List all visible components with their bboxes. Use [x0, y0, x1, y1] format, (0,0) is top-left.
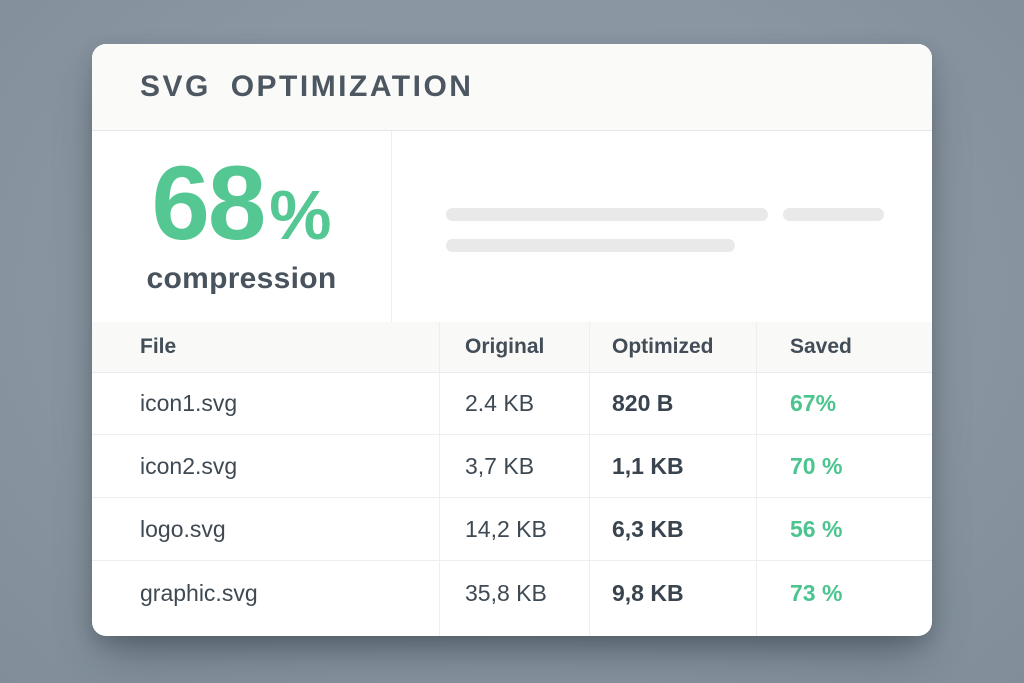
- compression-percentage-value: 68: [151, 145, 266, 263]
- card-header: SVG OPTIMIZATION: [92, 44, 932, 131]
- file-table: File Original Optimized Saved icon1.svg …: [92, 322, 932, 636]
- stats-strip: 68 % compression: [92, 131, 932, 322]
- skeleton-line-2: [446, 239, 932, 252]
- skeleton-bar-short: [783, 208, 884, 221]
- svg-optimization-card: SVG OPTIMIZATION 68 % compression File O…: [92, 44, 932, 636]
- table-row-optimized-size: 9,8 KB: [590, 561, 757, 636]
- column-header-saved: Saved: [757, 322, 932, 373]
- table-row-file-name: icon2.svg: [92, 435, 440, 498]
- table-row-file-name: icon1.svg: [92, 373, 440, 435]
- column-header-original: Original: [440, 322, 590, 373]
- stat-detail-panel: [392, 131, 932, 322]
- table-row-original-size: 2.4 KB: [440, 373, 590, 435]
- table-row-original-size: 3,7 KB: [440, 435, 590, 498]
- compression-stat-value-row: 68 %: [151, 145, 332, 263]
- table-row-file-name: graphic.svg: [92, 561, 440, 636]
- table-row-saved-percent: 67%: [757, 373, 932, 435]
- compression-stat-panel: 68 % compression: [92, 131, 392, 322]
- table-row-optimized-size: 1,1 KB: [590, 435, 757, 498]
- table-row-original-size: 35,8 KB: [440, 561, 590, 636]
- table-row-saved-percent: 73 %: [790, 579, 843, 606]
- column-header-file: File: [92, 322, 440, 373]
- table-row-optimized-size: 6,3 KB: [590, 498, 757, 561]
- table-row-saved-percent: 56 %: [757, 498, 932, 561]
- card-title: SVG OPTIMIZATION: [140, 70, 474, 103]
- table-row-saved-percent: 70 %: [757, 435, 932, 498]
- table-row-optimized-size: 820 B: [590, 373, 757, 435]
- skeleton-bar-mid: [446, 239, 735, 252]
- table-row-original-size: 14,2 KB: [440, 498, 590, 561]
- skeleton-line-1: [446, 208, 932, 221]
- skeleton-bar-long: [446, 208, 768, 221]
- percent-sign: %: [269, 176, 332, 255]
- column-header-optimized: Optimized: [590, 322, 757, 373]
- table-row-file-name: logo.svg: [92, 498, 440, 561]
- compression-stat-label: compression: [146, 261, 337, 295]
